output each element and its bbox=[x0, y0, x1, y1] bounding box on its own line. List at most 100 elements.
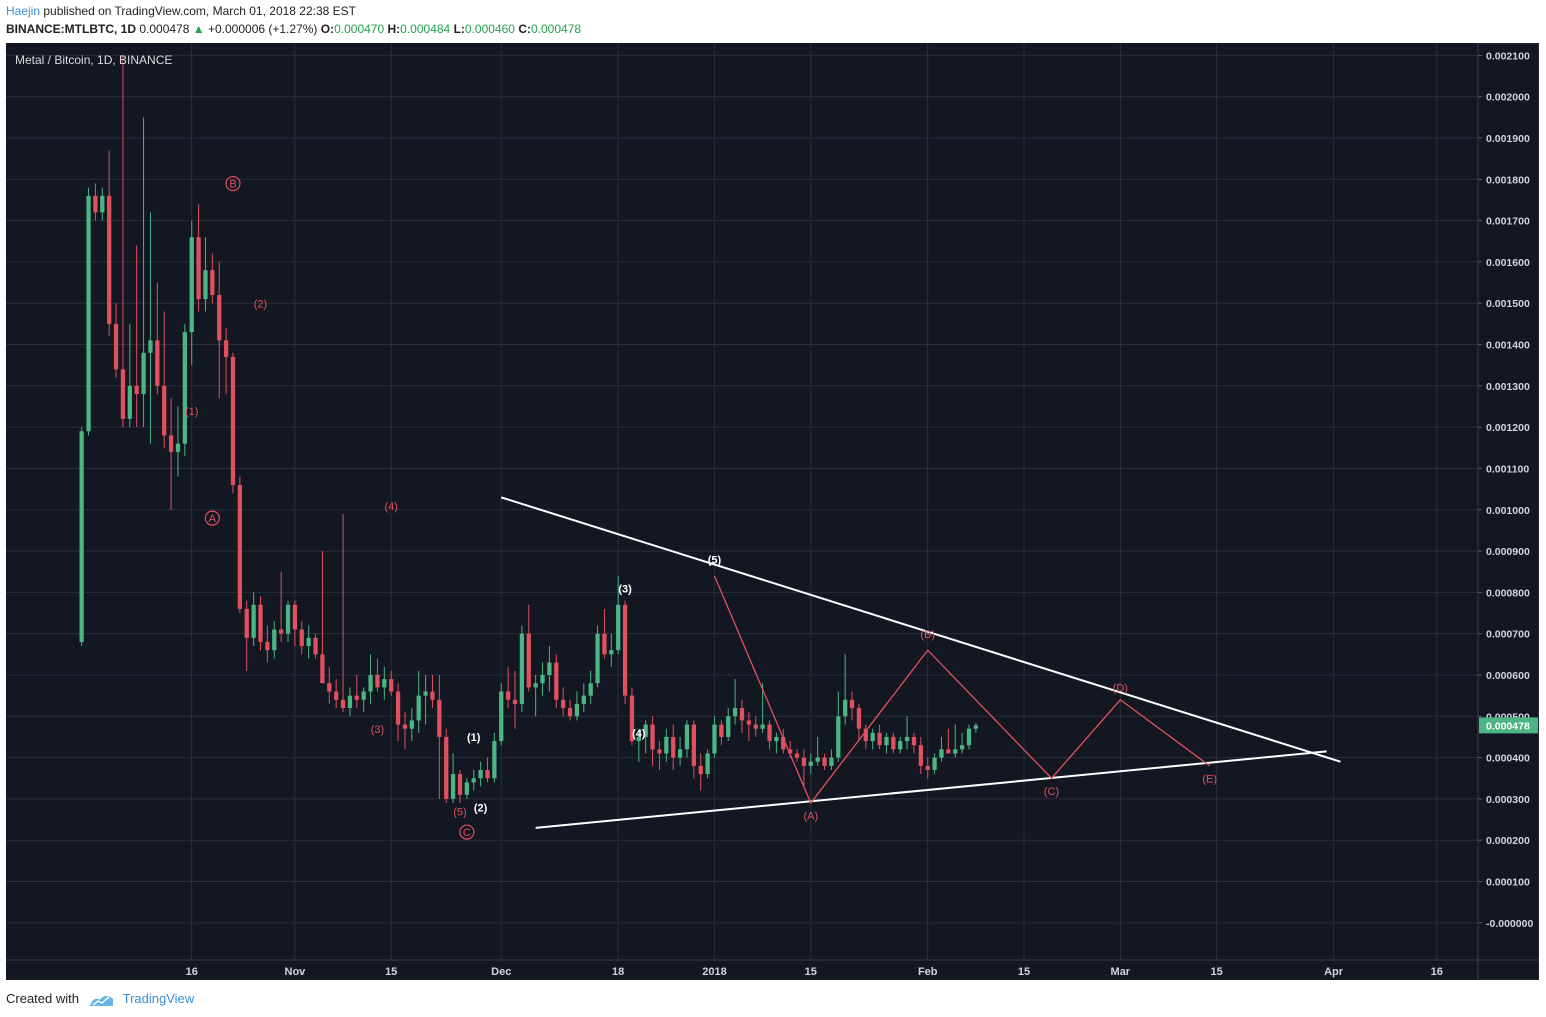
chart-background bbox=[6, 43, 1539, 980]
candle-body bbox=[93, 195, 98, 213]
candle-body bbox=[203, 270, 208, 300]
candle-body bbox=[671, 736, 676, 758]
y-tick-label: 0.001600 bbox=[1486, 257, 1530, 269]
candle-body bbox=[540, 674, 545, 684]
price-chart[interactable]: 0.002100 0.002000 0.001900 0.001800 0.001700… bbox=[6, 43, 1539, 980]
wave-label-circle bbox=[459, 824, 475, 840]
candle-body bbox=[636, 736, 641, 742]
x-tick-label: 15 bbox=[385, 966, 397, 978]
wave-label: (4) bbox=[632, 728, 646, 740]
candle-body bbox=[746, 720, 752, 725]
candle-body bbox=[622, 604, 628, 696]
candle-body bbox=[512, 699, 518, 704]
x-tick-label: Feb bbox=[918, 966, 938, 978]
candle-body bbox=[712, 724, 717, 754]
y-tick-label: 0.000900 bbox=[1486, 546, 1530, 558]
candle-body bbox=[168, 435, 174, 452]
price-axis[interactable] bbox=[1477, 43, 1539, 980]
candle-body bbox=[519, 633, 525, 704]
candle-body bbox=[705, 753, 710, 775]
wave-label: (3) bbox=[618, 583, 632, 595]
publish-info: published on TradingView.com, March 01, … bbox=[40, 4, 357, 18]
author-link[interactable]: Haejin bbox=[6, 4, 41, 18]
candle-body bbox=[285, 604, 291, 634]
candle-body bbox=[230, 356, 236, 485]
x-tick-label: Dec bbox=[491, 966, 511, 978]
x-tick-label: Apr bbox=[1324, 966, 1344, 978]
y-tick-label: 0.001100 bbox=[1486, 463, 1529, 475]
y-tick-label: 0.002000 bbox=[1486, 92, 1530, 104]
candle-body bbox=[292, 604, 298, 630]
y-tick-label: 0.002100 bbox=[1486, 50, 1530, 62]
candle-body bbox=[313, 637, 318, 655]
wave-label: (5) bbox=[453, 806, 466, 818]
candle-body bbox=[657, 749, 662, 754]
candle-body bbox=[918, 745, 923, 766]
candle-body bbox=[863, 728, 868, 742]
candle-body bbox=[643, 724, 648, 737]
candle-body bbox=[616, 604, 621, 651]
current-price-label: 0.000478 bbox=[1486, 720, 1530, 732]
candle-body bbox=[829, 757, 834, 766]
y-tick-label: 0.000200 bbox=[1486, 835, 1530, 847]
y-tick-label: 0.000700 bbox=[1486, 629, 1530, 641]
high-value: 0.000484 bbox=[400, 22, 451, 36]
candle-body bbox=[753, 724, 758, 729]
close-value: 0.000478 bbox=[530, 22, 582, 36]
candle-body bbox=[457, 774, 463, 795]
wave-label: (C) bbox=[1044, 786, 1059, 798]
candle-body bbox=[581, 695, 586, 704]
y-tick-label: 0.001800 bbox=[1486, 174, 1530, 186]
candle-body bbox=[437, 699, 442, 737]
candle-body bbox=[395, 691, 401, 725]
candle-body bbox=[684, 724, 690, 750]
candle-body bbox=[258, 604, 263, 642]
candle-body bbox=[588, 683, 593, 696]
wave-label: (B) bbox=[920, 629, 935, 641]
candle-body bbox=[86, 195, 91, 432]
x-tick-label: Nov bbox=[285, 966, 307, 978]
candle-body bbox=[595, 633, 600, 684]
candle-body bbox=[870, 732, 875, 742]
y-tick-label: 0.001300 bbox=[1486, 381, 1530, 393]
candle-body bbox=[561, 699, 566, 709]
candle-body bbox=[911, 736, 917, 746]
candle-body bbox=[272, 629, 277, 651]
x-tick-label: 15 bbox=[805, 966, 817, 978]
candle-body bbox=[361, 691, 366, 700]
wave-label: (1) bbox=[185, 406, 198, 418]
lower-trendline bbox=[535, 750, 1327, 829]
candle-body bbox=[375, 674, 380, 688]
ohlc-line: BINANCE:MTLBTC, 1D 0.000478 ▲ +0.000006 … bbox=[6, 22, 581, 36]
candle-body bbox=[822, 757, 827, 766]
candle-body bbox=[843, 699, 848, 717]
candle-body bbox=[306, 637, 311, 647]
candle-body bbox=[629, 695, 635, 742]
candle-body bbox=[650, 724, 655, 750]
wave-label: (A) bbox=[803, 811, 818, 823]
candle-body bbox=[251, 604, 256, 638]
upper-trendline bbox=[500, 496, 1341, 763]
wave-label: A bbox=[209, 513, 217, 525]
candle-body bbox=[664, 736, 669, 754]
candle-body bbox=[423, 691, 428, 696]
candle-body bbox=[602, 633, 607, 655]
candle-body bbox=[79, 431, 84, 642]
candle-body bbox=[444, 736, 449, 799]
wave-label: B bbox=[229, 179, 236, 191]
candle-body bbox=[450, 774, 456, 799]
y-tick-label: 0.001200 bbox=[1486, 422, 1530, 434]
candle-body bbox=[189, 237, 194, 333]
candle-body bbox=[409, 720, 414, 729]
y-tick-label: 0.000800 bbox=[1486, 587, 1530, 599]
candle-body bbox=[141, 352, 146, 395]
candle-body bbox=[767, 724, 772, 742]
wave-label-circle bbox=[204, 510, 220, 526]
y-tick-label: 0.001500 bbox=[1486, 298, 1530, 310]
up-arrow-icon: ▲ bbox=[192, 22, 205, 36]
candle-body bbox=[836, 716, 841, 758]
candle-body bbox=[485, 769, 490, 779]
tradingview-link[interactable]: TradingView bbox=[122, 991, 195, 1006]
wave-label: (5) bbox=[708, 554, 722, 566]
y-tick-label: 0.001400 bbox=[1486, 340, 1530, 352]
